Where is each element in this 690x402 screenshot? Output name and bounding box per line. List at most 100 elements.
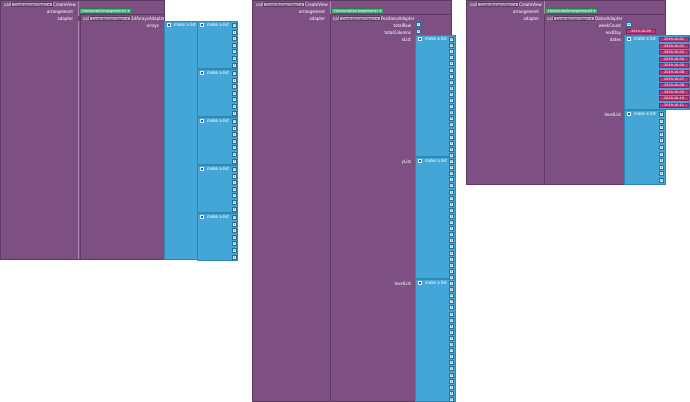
- number-block[interactable]: 0: [232, 23, 237, 28]
- number-block[interactable]: 1: [449, 305, 454, 311]
- number-block[interactable]: 1: [449, 335, 454, 341]
- number-block[interactable]: 4: [449, 390, 454, 396]
- number-block[interactable]: 3: [232, 145, 237, 151]
- number-block[interactable]: 1: [659, 112, 664, 117]
- date-block[interactable]: 2019-10-11: [659, 103, 689, 108]
- number-block[interactable]: 1: [449, 281, 454, 286]
- inner-list-block[interactable]: make a list 0 1 2 0 3 0 1: [197, 165, 238, 213]
- number-block[interactable]: 1: [232, 254, 237, 260]
- inner-list-block[interactable]: make a list 0 1 2 0 3 0 1: [197, 21, 238, 69]
- number-block[interactable]: 0: [232, 248, 237, 253]
- date-block[interactable]: 2019-10-09: [659, 89, 689, 95]
- arrangement-dropdown[interactable]: HorizontalArrangement1 ▾: [79, 8, 133, 14]
- dates-list-block[interactable]: make a list 2019-10-01 2019-10-02 2019-10-0…: [624, 35, 690, 110]
- number-block[interactable]: 4: [659, 131, 664, 137]
- number-block[interactable]: 1: [449, 189, 454, 195]
- number-block[interactable]: 0: [232, 90, 237, 96]
- number-block[interactable]: 0: [449, 220, 454, 225]
- number-block[interactable]: 0: [449, 171, 454, 177]
- number-block[interactable]: 0: [449, 195, 454, 201]
- number-block[interactable]: 2: [449, 268, 454, 274]
- mutator-gear-icon[interactable]: [418, 159, 422, 163]
- number-block[interactable]: 1: [232, 173, 237, 179]
- number-block[interactable]: 6: [449, 110, 454, 116]
- number-block[interactable]: 5: [449, 98, 454, 103]
- number-block[interactable]: 2: [232, 84, 237, 90]
- number-block[interactable]: 0: [449, 122, 454, 128]
- inner-list-block[interactable]: make a list 0 1 2 0 3 0 1: [197, 213, 238, 261]
- number-block[interactable]: 5: [449, 104, 454, 110]
- adapter-component-dropdown[interactable]: ContributionView1 ▾: [339, 16, 382, 21]
- number-block[interactable]: 1: [449, 128, 454, 134]
- y-values-list-block[interactable]: make a list 0 1 0 1 0 1 0 1 0 1 0 1 0 1 2 2 2 2 2 2: [415, 157, 456, 280]
- number-block[interactable]: 1: [659, 138, 664, 144]
- x-values-list-block[interactable]: make a list 0 0 1 1 2 2 3 3 4 4 5 5 6 6 0 1 2 3 4 5: [415, 35, 456, 158]
- number-block[interactable]: 0: [449, 317, 454, 323]
- number-block[interactable]: 1: [232, 206, 237, 212]
- component-dropdown[interactable]: ContributionView1 ▾: [11, 2, 54, 7]
- number-block[interactable]: 0: [232, 234, 237, 240]
- number-block[interactable]: 0: [449, 293, 454, 299]
- number-block[interactable]: 0: [449, 396, 454, 402]
- number-block[interactable]: 3: [449, 140, 454, 146]
- number-block[interactable]: 2: [232, 228, 237, 234]
- mutator-gear-icon[interactable]: [418, 37, 422, 41]
- number-block[interactable]: 0: [449, 43, 454, 49]
- number-block[interactable]: 2: [232, 36, 237, 42]
- number-block[interactable]: 0: [232, 71, 237, 76]
- week-count-number[interactable]: 12: [626, 22, 632, 27]
- mutator-gear-icon[interactable]: [167, 23, 171, 27]
- number-block[interactable]: 2: [449, 67, 454, 73]
- adapter-component-dropdown[interactable]: ContributionView1 ▾: [89, 16, 132, 21]
- level-values-list-block[interactable]: make a list 1 2 0 3 1 2 0 4 2 1 3 0 2 1 0 3 2 1 4 0: [415, 279, 456, 402]
- number-block[interactable]: 2: [449, 61, 454, 67]
- number-block[interactable]: 0: [449, 232, 454, 238]
- number-block[interactable]: 1: [449, 165, 454, 171]
- number-block[interactable]: 0: [232, 56, 237, 61]
- inner-list-block[interactable]: make a list 0 1 2 0 3 0 1: [197, 69, 238, 117]
- number-block[interactable]: 2: [449, 262, 454, 268]
- total-row-number[interactable]: 7: [416, 22, 421, 27]
- number-block[interactable]: 4: [659, 158, 664, 164]
- number-block[interactable]: 2: [449, 329, 454, 335]
- date-block[interactable]: 2019-10-08: [659, 83, 689, 89]
- mutator-gear-icon[interactable]: [200, 119, 204, 123]
- number-block[interactable]: 0: [232, 215, 237, 220]
- number-block[interactable]: 3: [232, 193, 237, 199]
- number-block[interactable]: 3: [659, 178, 664, 183]
- mutator-gear-icon[interactable]: [627, 112, 631, 116]
- number-block[interactable]: 2: [232, 180, 237, 186]
- number-block[interactable]: 4: [449, 85, 454, 91]
- number-block[interactable]: 0: [449, 348, 454, 354]
- number-block[interactable]: 0: [449, 159, 454, 164]
- date-block[interactable]: 2019-10-01: [659, 37, 689, 42]
- number-block[interactable]: 3: [449, 73, 454, 79]
- number-block[interactable]: 1: [232, 77, 237, 83]
- number-block[interactable]: 2: [449, 354, 454, 360]
- number-block[interactable]: 2: [449, 256, 454, 262]
- adapter-component-dropdown[interactable]: ContributionView1 ▾: [553, 16, 596, 21]
- number-block[interactable]: 4: [449, 146, 454, 152]
- date-block[interactable]: 2019-10-05: [659, 63, 689, 69]
- number-block[interactable]: 3: [449, 342, 454, 347]
- date-block[interactable]: 2019-10-03: [659, 50, 689, 56]
- number-block[interactable]: 3: [232, 241, 237, 247]
- number-block[interactable]: 0: [449, 37, 454, 42]
- number-block[interactable]: 0: [232, 42, 237, 48]
- number-block[interactable]: 1: [449, 384, 454, 390]
- mutator-gear-icon[interactable]: [627, 37, 631, 41]
- date-block[interactable]: 2019-10-04: [659, 56, 689, 62]
- number-block[interactable]: 1: [449, 177, 454, 183]
- number-block[interactable]: 3: [232, 49, 237, 55]
- number-block[interactable]: 0: [232, 119, 237, 124]
- inner-list-block[interactable]: make a list 0 1 2 0 3 0 1: [197, 117, 238, 165]
- component-dropdown[interactable]: ContributionView1 ▾: [263, 2, 306, 7]
- number-block[interactable]: 1: [232, 62, 237, 68]
- mutator-gear-icon[interactable]: [200, 71, 204, 75]
- number-block[interactable]: 0: [232, 104, 237, 109]
- number-block[interactable]: 1: [232, 110, 237, 116]
- number-block[interactable]: 0: [232, 138, 237, 144]
- number-block[interactable]: 1: [449, 226, 454, 232]
- component-dropdown[interactable]: ContributionView1 ▾: [477, 2, 520, 7]
- date-block[interactable]: 2019-10-07: [659, 76, 689, 82]
